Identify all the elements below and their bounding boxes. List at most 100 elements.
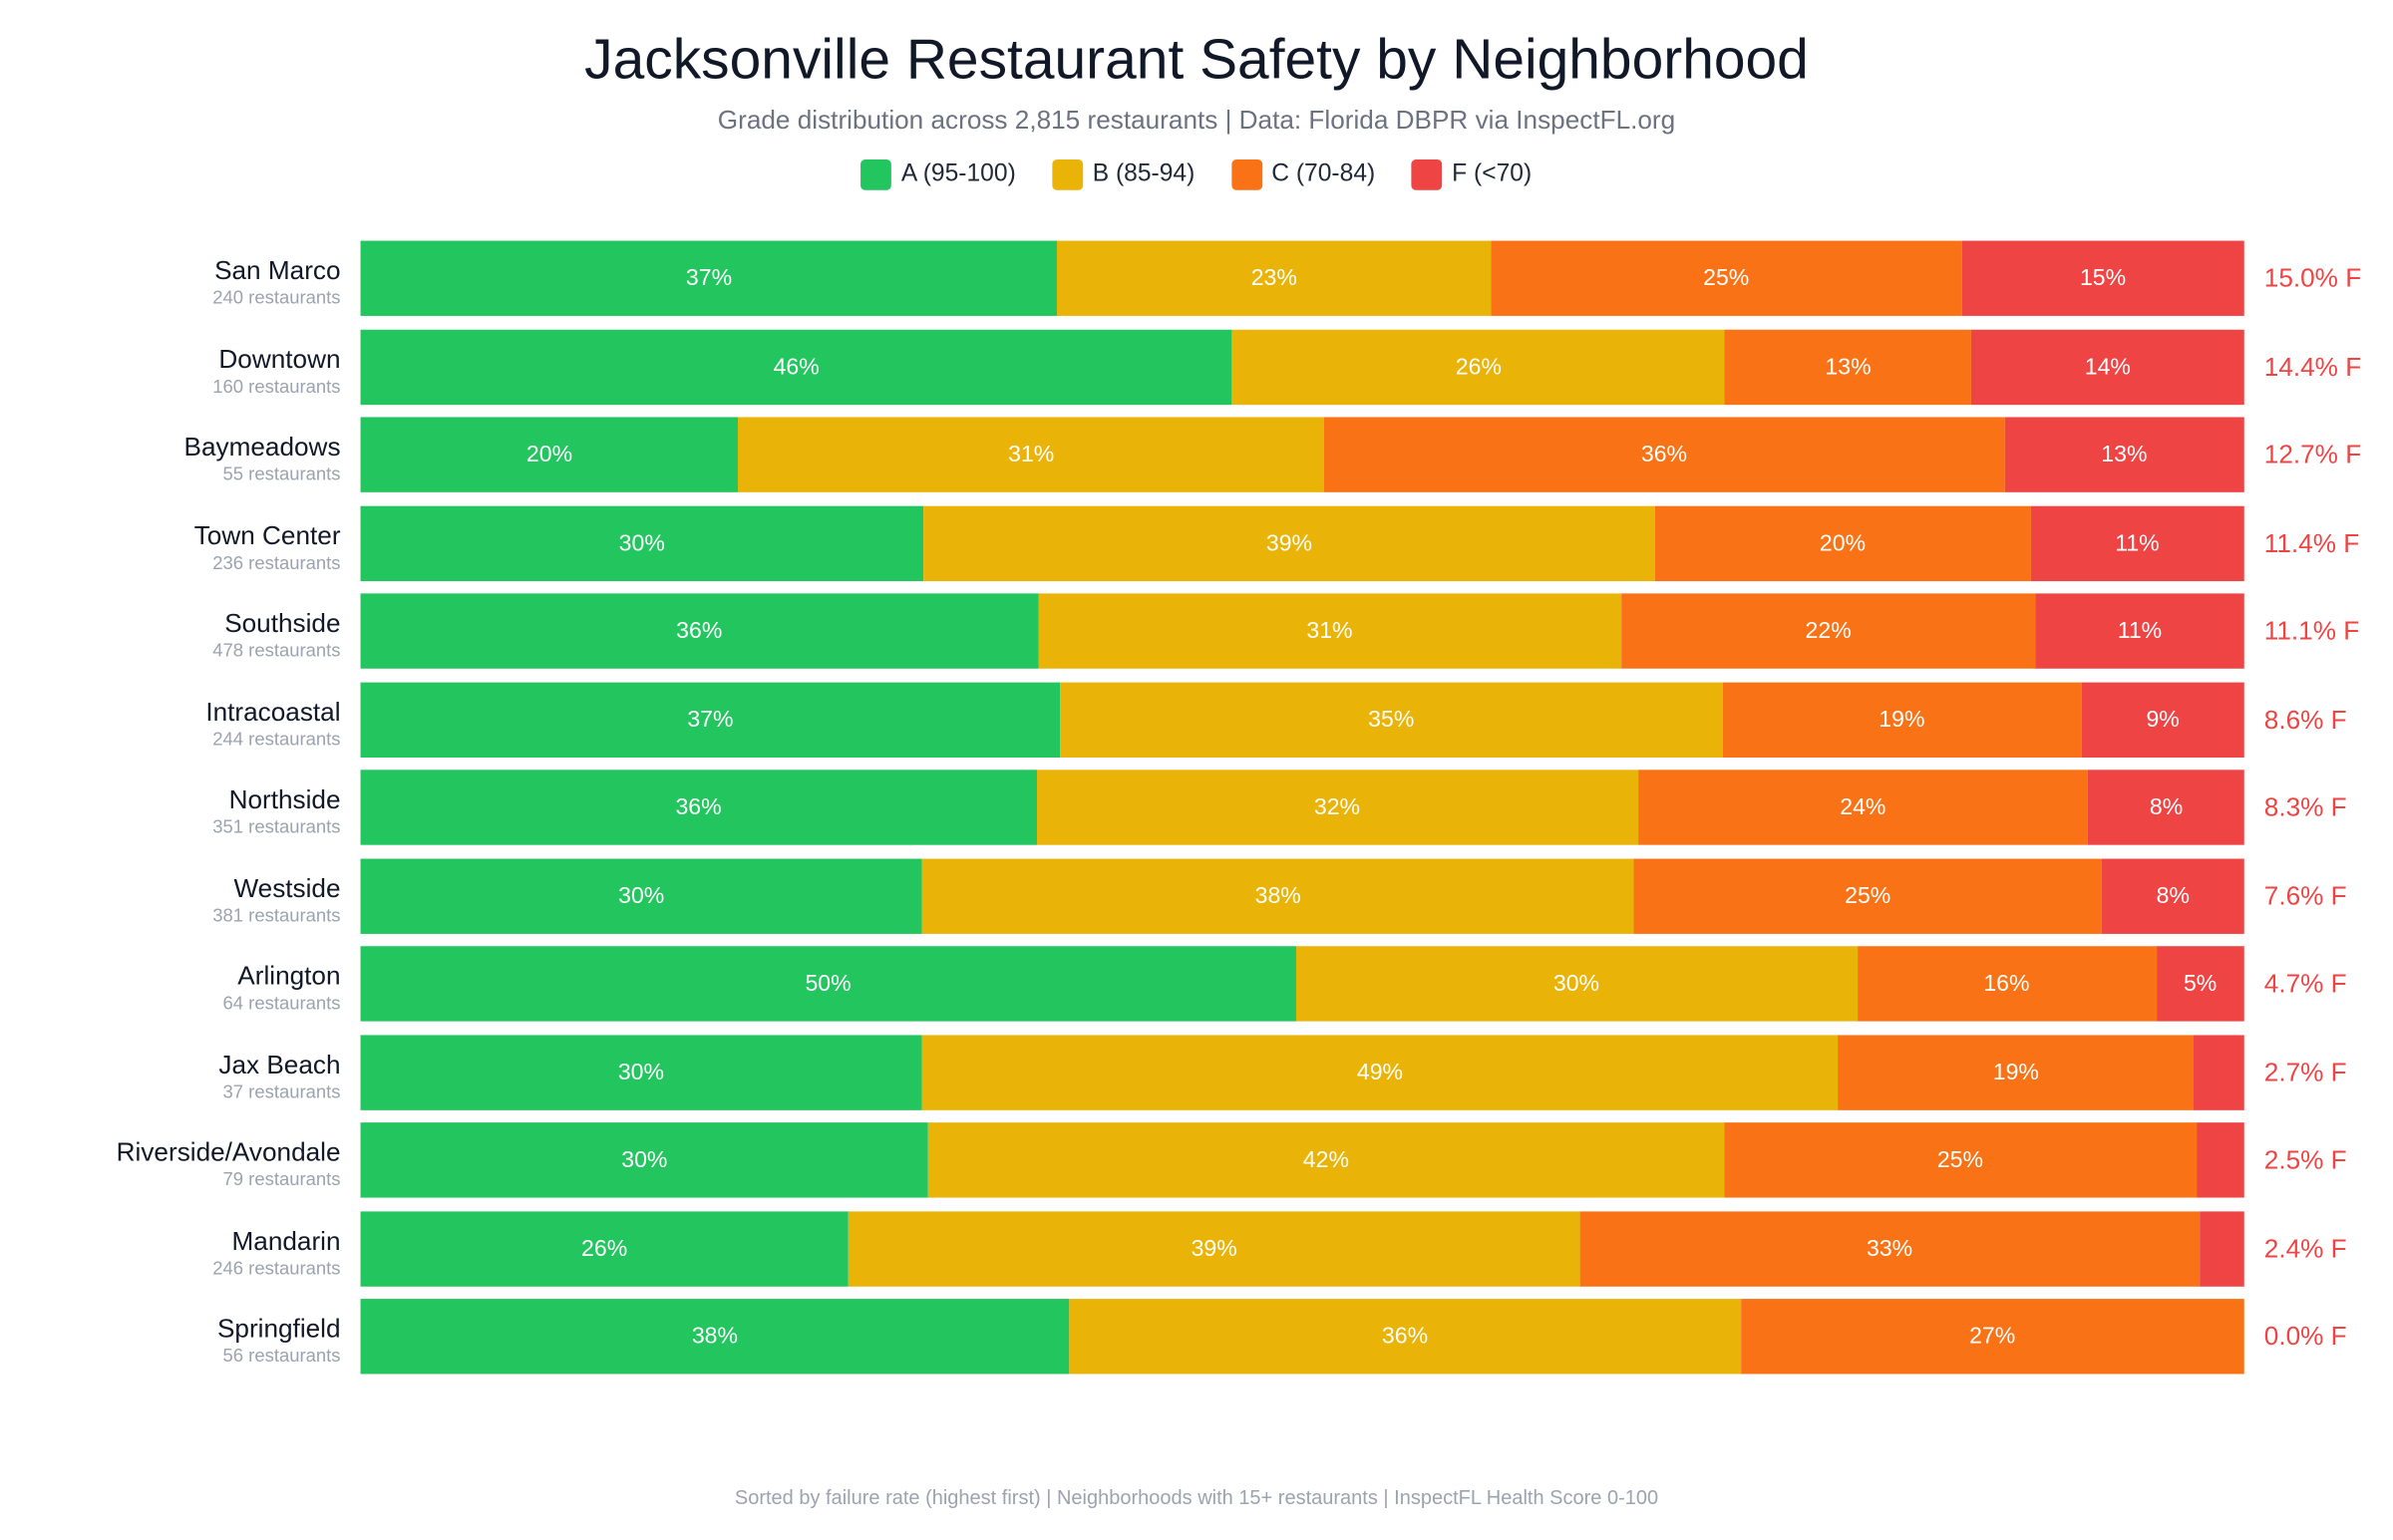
bar-segment-C: 27% [1740,1299,2244,1375]
segment-label: 39% [1265,529,1313,556]
segment-label: 23% [1250,265,1297,292]
failure-rate-label: 7.6% F [2263,880,2347,911]
stacked-bar: 37% 35% 19% 9% [360,681,2244,758]
row-label: Downtown 160 restaurants [0,344,341,397]
stacked-bar: 50% 30% 16% 5% [360,946,2244,1022]
bar-segment-B: 30% [1295,946,1858,1022]
stacked-bar: 36% 31% 22% 11% [360,593,2244,669]
segment-label: 31% [1306,617,1353,645]
segment-label: 9% [2146,706,2180,733]
segment-label: 46% [773,353,820,380]
stacked-bar: 20% 31% 36% 13% [360,417,2244,492]
restaurant-count: 246 restaurants [212,1256,341,1279]
failure-rate-label: 0.0% F [2263,1322,2347,1352]
bar-segment-A: 30% [360,857,922,934]
bar-segment-A: 30% [360,1122,929,1198]
segment-label: 27% [1969,1323,2016,1350]
bar-segment-F: 11% [2030,504,2244,581]
segment-label: 49% [1356,1059,1404,1085]
neighborhood-name: Springfield [216,1314,341,1344]
bar-segment-F: 8% [2101,857,2244,934]
row-label: Westside 381 restaurants [0,873,340,925]
bar-segment-A: 20% [360,417,739,492]
segment-label: 39% [1191,1235,1237,1262]
segment-label: 20% [525,442,573,468]
stacked-bar: 38% 36% 27% [360,1299,2244,1375]
row-label: Baymeadows 55 restaurants [0,433,341,484]
segment-label: 31% [1008,442,1055,468]
segment-label: 8% [2156,882,2191,909]
neighborhood-name: Mandarin [231,1225,341,1256]
restaurant-count: 478 restaurants [212,639,341,662]
neighborhood-name: Southside [224,608,341,638]
restaurant-count: 351 restaurants [212,815,341,837]
bar-segment-A: 38% [360,1299,1070,1375]
segment-label: 19% [1879,706,1925,733]
legend-item-A: A (95-100) [860,158,1016,190]
failure-rate-label: 2.4% F [2263,1233,2347,1263]
segment-label: 14% [2084,353,2131,380]
bar-segment-B: 38% [921,857,1634,934]
legend-label: C (70-84) [1271,160,1376,187]
bar-segment-A: 30% [360,504,924,581]
legend-label: F (<70) [1452,160,1533,187]
segment-label: 26% [581,1235,628,1262]
segment-label: 25% [1936,1146,1984,1173]
stacked-bar: 36% 32% 24% 8% [360,770,2244,845]
bar-segment-F [2199,1210,2244,1286]
chart-footer: Sorted by failure rate (highest first) |… [734,1485,1659,1509]
bar-segment-C: 22% [1621,593,2036,669]
segment-label: 38% [1254,882,1301,909]
bar-segment-F: 5% [2156,946,2244,1022]
restaurant-count: 79 restaurants [222,1168,341,1190]
row-label: Arlington 64 restaurants [0,962,341,1014]
segment-label: 13% [2101,442,2148,468]
bar-segment-C: 20% [1654,504,2031,581]
legend-swatch [1231,158,1263,190]
row-label: San Marco 240 restaurants [0,255,341,308]
restaurant-count: 160 restaurants [212,375,341,397]
chart-subtitle: Grade distribution across 2,815 restaura… [717,106,1676,136]
neighborhood-name: San Marco [214,255,341,286]
bar-segment-F: 14% [1971,328,2244,405]
segment-label: 20% [1819,529,1867,556]
stacked-bar: 30% 49% 19% [360,1034,2244,1110]
stacked-bar: 37% 23% 25% 15% [360,240,2244,316]
neighborhood-name: Northside [228,784,341,814]
bar-segment-B: 35% [1060,681,1723,758]
segment-label: 36% [1640,442,1688,468]
neighborhood-name: Jax Beach [218,1050,341,1079]
row-label: Mandarin 246 restaurants [0,1225,341,1279]
bar-segment-F: 11% [2035,593,2244,669]
segment-label: 30% [618,882,665,909]
bar-segment-C: 16% [1857,946,2157,1022]
legend-swatch [860,158,892,190]
failure-rate-label: 11.4% F [2263,527,2360,558]
bar-segment-B: 23% [1057,240,1492,316]
restaurant-count: 55 restaurants [222,462,341,485]
segment-label: 36% [1381,1323,1429,1350]
bar-segment-F [2194,1034,2244,1110]
bar-segment-C: 25% [1633,857,2102,934]
bar-segment-B: 49% [921,1034,1839,1110]
neighborhood-name: Arlington [237,961,341,991]
bar-segment-A: 46% [360,328,1232,405]
segment-label: 16% [1983,970,2030,997]
failure-rate-label: 11.1% F [2263,616,2360,646]
restaurant-count: 56 restaurants [222,1345,341,1367]
legend-swatch [1052,158,1084,190]
failure-rate-label: 2.5% F [2263,1145,2347,1175]
failure-rate-label: 15.0% F [2263,263,2362,293]
segment-label: 36% [676,617,723,645]
stacked-bar: 30% 38% 25% 8% [360,857,2244,934]
bar-segment-A: 50% [360,946,1296,1022]
restaurant-count: 37 restaurants [222,1079,341,1102]
segment-label: 30% [621,1146,668,1173]
bar-segment-C: 25% [1491,240,1962,316]
bar-segment-A: 26% [360,1210,849,1286]
segment-label: 32% [1313,793,1361,821]
stacked-bar: 46% 26% 13% 14% [360,328,2244,405]
segment-label: 26% [1455,353,1502,380]
segment-label: 19% [1992,1059,2039,1085]
